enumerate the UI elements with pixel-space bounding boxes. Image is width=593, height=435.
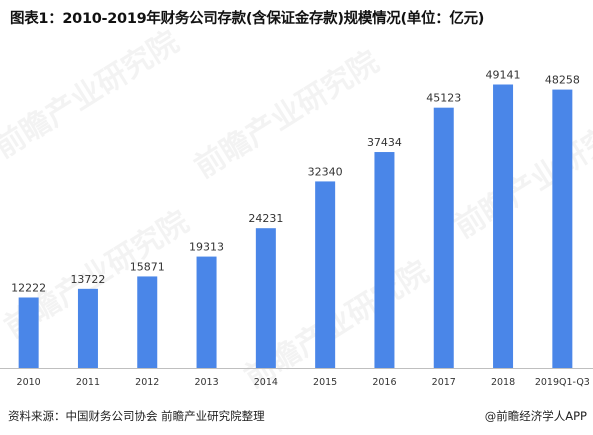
x-tick-label: 2019Q1-Q3	[535, 377, 590, 388]
x-tick-label: 2013	[194, 377, 218, 388]
data-label: 13722	[70, 273, 105, 286]
data-label: 45123	[426, 92, 461, 105]
data-label: 37434	[367, 136, 402, 149]
x-tick-label: 2011	[76, 377, 100, 388]
source-note: 资料来源：中国财务公司协会 前瞻产业研究院整理	[8, 409, 265, 423]
bar	[374, 152, 395, 368]
x-tick-label: 2014	[254, 377, 278, 388]
x-tick-label: 2012	[135, 377, 159, 388]
bar	[315, 181, 336, 368]
bar	[137, 276, 158, 368]
data-label: 32340	[308, 165, 343, 178]
data-label: 48258	[545, 74, 580, 87]
bar	[18, 297, 39, 368]
bar	[255, 228, 276, 368]
data-label: 24231	[248, 212, 283, 225]
x-tick-label: 2016	[372, 377, 396, 388]
brand-label: @前瞻经济学人APP	[484, 409, 587, 423]
bar	[433, 107, 454, 369]
bar	[196, 256, 217, 368]
data-label: 19313	[189, 241, 224, 254]
data-label: 49141	[486, 68, 521, 81]
data-label: 15871	[130, 260, 165, 273]
chart-title: 图表1：2010-2019年财务公司存款(含保证金存款)规模情况(单位：亿元)	[10, 11, 485, 27]
data-label: 12222	[11, 281, 46, 294]
bar	[552, 89, 573, 368]
x-tick-label: 2018	[491, 377, 515, 388]
x-tick-label: 2010	[17, 377, 41, 388]
x-tick-label: 2017	[432, 377, 456, 388]
bar-chart: 12222 2010 13722 2011 15871 2012 19313 2013 2423…	[0, 68, 593, 388]
bar	[77, 288, 98, 368]
x-tick-label: 2015	[313, 377, 337, 388]
bar	[493, 84, 514, 368]
